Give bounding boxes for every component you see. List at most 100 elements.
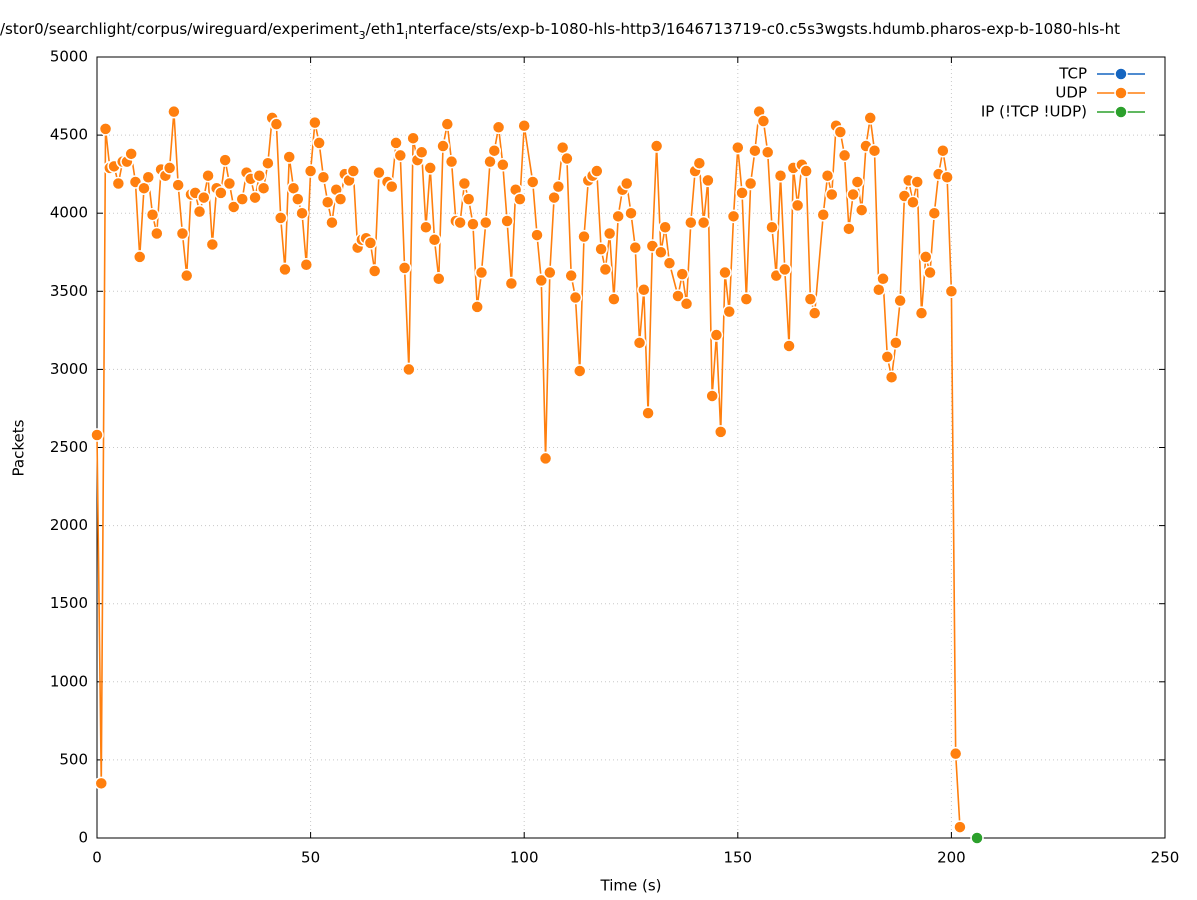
data-point xyxy=(111,176,126,191)
data-point xyxy=(863,111,877,125)
data-point xyxy=(927,206,942,220)
legend-label: IP (!TCP !UDP) xyxy=(981,103,1087,121)
data-point xyxy=(530,228,544,242)
data-point xyxy=(372,165,386,180)
data-point xyxy=(295,206,309,220)
data-point xyxy=(538,451,553,466)
data-point xyxy=(577,229,591,244)
data-point xyxy=(816,208,830,222)
data-point xyxy=(162,161,177,175)
data-point xyxy=(474,265,489,280)
data-point xyxy=(803,292,818,306)
data-point xyxy=(825,187,839,202)
title-subscript: 3 xyxy=(359,29,366,42)
data-point xyxy=(671,289,685,303)
x-tick-label: 200 xyxy=(937,849,966,867)
x-axis-label: Time (s) xyxy=(600,877,662,895)
data-point xyxy=(525,175,540,189)
data-point xyxy=(731,140,745,155)
x-tick-label: 0 xyxy=(92,849,102,867)
y-tick-label: 4000 xyxy=(50,204,88,222)
data-point xyxy=(607,292,621,306)
data-point xyxy=(150,226,164,241)
data-point xyxy=(461,192,476,206)
data-point xyxy=(534,273,549,288)
data-point xyxy=(273,211,288,225)
data-point xyxy=(333,192,348,206)
data-point xyxy=(953,820,967,834)
data-point xyxy=(568,290,583,305)
legend-marker xyxy=(1114,105,1128,119)
data-point xyxy=(432,272,446,286)
data-point xyxy=(312,136,326,150)
data-point xyxy=(453,215,467,230)
data-point xyxy=(692,156,707,170)
series-line xyxy=(96,108,961,828)
data-point xyxy=(735,186,749,200)
data-point xyxy=(551,179,566,194)
data-point xyxy=(658,220,672,235)
data-point xyxy=(876,272,890,286)
y-tick-label: 1000 xyxy=(50,672,88,690)
title-subscript: i xyxy=(405,29,408,42)
data-point xyxy=(504,276,519,291)
data-point xyxy=(90,428,104,442)
data-point xyxy=(641,406,655,420)
data-point xyxy=(402,362,416,377)
data-point xyxy=(709,328,724,342)
data-point xyxy=(124,147,138,161)
y-tick-label: 5000 xyxy=(50,48,88,66)
data-point xyxy=(948,746,963,761)
y-axis-label: Packets xyxy=(10,419,28,476)
data-point xyxy=(743,176,758,191)
data-point xyxy=(649,139,664,153)
data-point xyxy=(316,170,331,185)
data-point xyxy=(590,164,604,178)
data-point xyxy=(696,215,711,230)
data-point xyxy=(141,170,156,185)
data-point xyxy=(278,262,292,277)
data-point xyxy=(261,156,275,170)
data-point xyxy=(919,250,933,264)
data-point xyxy=(598,262,613,277)
data-point xyxy=(179,268,194,283)
data-point xyxy=(325,215,339,230)
data-point xyxy=(944,284,959,299)
data-point xyxy=(192,204,207,219)
data-point xyxy=(837,148,852,163)
data-point xyxy=(867,143,882,158)
data-point xyxy=(893,293,907,308)
y-tick-label: 2000 xyxy=(50,516,88,534)
data-point xyxy=(889,336,903,350)
legend-label: TCP xyxy=(1058,65,1087,83)
data-point xyxy=(718,265,732,280)
data-point xyxy=(782,339,796,353)
data-point xyxy=(748,143,762,158)
data-point xyxy=(226,200,241,214)
data-point xyxy=(880,350,895,364)
data-point xyxy=(560,151,574,166)
data-point xyxy=(132,250,147,264)
data-point xyxy=(167,104,181,119)
x-tick-label: 250 xyxy=(1151,849,1180,867)
data-point xyxy=(320,195,335,210)
data-point xyxy=(684,215,698,230)
data-point xyxy=(145,208,160,222)
data-point xyxy=(513,192,527,206)
data-point xyxy=(414,145,429,160)
data-point xyxy=(517,118,531,133)
data-point xyxy=(393,148,408,163)
data-point xyxy=(611,209,625,224)
data-point xyxy=(624,206,638,220)
data-point xyxy=(423,161,437,175)
data-point xyxy=(854,203,869,217)
data-point xyxy=(389,136,403,150)
data-point xyxy=(675,267,690,281)
data-point xyxy=(175,226,190,241)
data-point xyxy=(385,179,399,194)
data-point xyxy=(291,192,305,206)
data-point xyxy=(914,306,929,320)
data-point xyxy=(363,236,378,250)
data-point xyxy=(778,262,792,277)
data-point xyxy=(722,304,737,319)
